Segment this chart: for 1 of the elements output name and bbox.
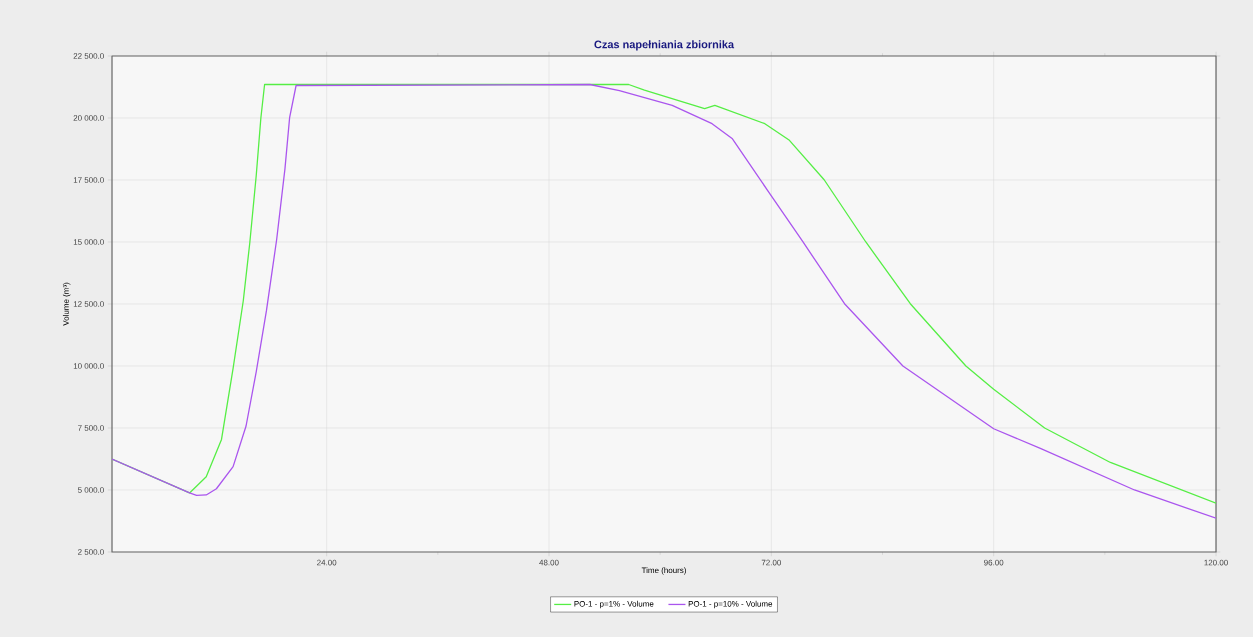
chart-title: Czas napełniania zbiornika (594, 40, 735, 51)
